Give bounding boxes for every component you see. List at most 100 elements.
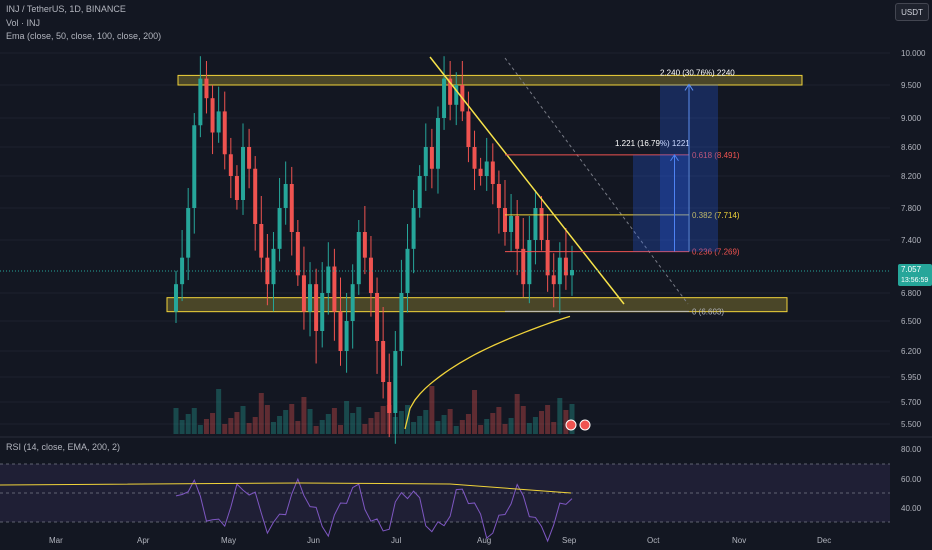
price-axis-tick: 9.500 [901, 81, 922, 90]
volume-bar [423, 410, 429, 434]
candle-body [259, 224, 264, 258]
time-axis-tick: Jul [391, 536, 401, 545]
price-axis-tick: 6.200 [901, 347, 922, 356]
candle-body [228, 154, 233, 176]
candle-body [368, 257, 373, 293]
candle-body [496, 184, 501, 208]
candle-body [454, 85, 459, 105]
candle-body [381, 341, 386, 382]
volume-bar [240, 406, 246, 434]
volume-bar [539, 411, 545, 434]
price-axis-tick: 5.950 [901, 373, 922, 382]
fib-level-label: 0 (6.603) [692, 307, 724, 316]
symbol-legend[interactable]: INJ / TetherUS, 1D, BINANCE [6, 4, 126, 14]
candle-body [448, 78, 453, 105]
candle-body [332, 266, 337, 312]
price-axis-tick: 9.000 [901, 114, 922, 123]
candle-body [435, 118, 440, 169]
volume-bar [557, 398, 563, 434]
price-axis-tick: 6.500 [901, 317, 922, 326]
volume-bar [398, 411, 404, 434]
fib-level-label: 0.618 (8.491) [692, 151, 740, 160]
volume-bar [453, 426, 459, 434]
volume-bar [490, 413, 496, 434]
volume-bar [264, 405, 270, 434]
candle-body [429, 147, 434, 169]
volume-bar [569, 404, 575, 434]
volume-bar [289, 404, 295, 434]
price-axis-tick: 5.500 [901, 420, 922, 429]
candle-body [174, 284, 178, 312]
last-price-value: 7.057 [901, 265, 922, 274]
volume-bar [258, 393, 264, 434]
candle-body [247, 147, 252, 169]
candle-body [362, 232, 367, 258]
rsi-legend[interactable]: RSI (14, close, EMA, 200, 2) [6, 442, 121, 452]
volume-bar [216, 389, 222, 434]
candle-body [271, 248, 276, 285]
candle-body [344, 321, 349, 351]
volume-bar [203, 419, 209, 434]
candle-body [222, 111, 227, 155]
volume-bar [185, 414, 191, 434]
ema-legend[interactable]: Ema (close, 50, close, 100, close, 200) [6, 31, 162, 41]
volume-bar [325, 414, 331, 434]
volume-bar [465, 414, 471, 434]
volume-legend[interactable]: Vol · INJ [6, 18, 41, 28]
volume-bar [447, 409, 453, 434]
candle-body [545, 240, 550, 276]
volume-bar [508, 418, 514, 434]
volume-bar [270, 422, 276, 434]
candle-body [308, 284, 313, 312]
candle-body [198, 78, 203, 126]
volume-bar [526, 423, 532, 434]
candle-body [295, 232, 300, 276]
volume-bar [210, 413, 216, 434]
candle-body [210, 98, 215, 133]
volume-bar [222, 424, 228, 434]
candle-body [289, 184, 294, 232]
volume-bar [301, 397, 307, 434]
candle-body [405, 248, 410, 293]
candle-body [423, 147, 428, 176]
projection-label: 1.221 (16.79%) 1221 [615, 139, 690, 148]
price-axis-tick: 10.000 [901, 49, 926, 58]
candle-body [234, 176, 239, 200]
candle-body [241, 147, 246, 200]
time-axis-tick: Oct [647, 536, 660, 545]
volume-bar [307, 409, 313, 434]
volume-bar [179, 420, 185, 434]
volume-bar [478, 425, 484, 434]
volume-bar [411, 422, 417, 434]
candle-body [216, 111, 221, 133]
price-axis-tick: 5.700 [901, 398, 922, 407]
candle-body [180, 257, 185, 285]
candle-body [283, 184, 288, 208]
volume-bar [331, 408, 337, 434]
volume-bar [252, 417, 258, 434]
candle-body [442, 78, 447, 118]
time-axis-tick: Aug [477, 536, 491, 545]
projection-arrowhead [670, 154, 679, 162]
candle-body [399, 293, 404, 351]
volume-bar [228, 418, 234, 434]
volume-bar [344, 401, 350, 434]
candle-body [314, 284, 319, 331]
volume-bar [551, 422, 557, 434]
volume-bar [337, 425, 343, 434]
volume-bar [514, 394, 520, 434]
time-axis-tick: Jun [307, 536, 320, 545]
price-axis-tick: 6.800 [901, 289, 922, 298]
volume-bar [417, 416, 423, 434]
candle-body [557, 257, 562, 285]
volume-bar [496, 407, 502, 434]
last-price-tag: 7.057 13:56:59 [898, 264, 932, 286]
candle-body [563, 257, 568, 276]
candle-body [533, 208, 538, 240]
currency-button[interactable]: USDT [895, 3, 929, 21]
volume-bar [502, 424, 508, 434]
candle-body [570, 270, 574, 276]
volume-bar [520, 406, 526, 434]
